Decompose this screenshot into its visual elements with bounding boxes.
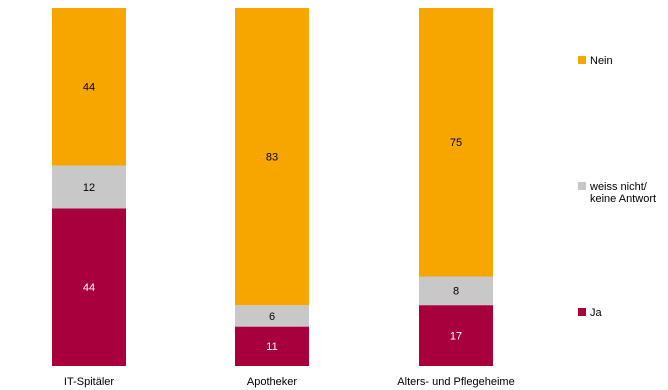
bar-alters-und-pflegeheime-series-1: [419, 276, 493, 306]
bar-it-spitäler-series-1: [52, 165, 126, 209]
legend-swatch-2: [578, 56, 586, 64]
data-label: 17: [450, 330, 462, 342]
bar-it-spitäler-series-0: [52, 208, 126, 366]
bar-it-spitäler-series-2: [52, 8, 126, 166]
category-labels: IT-Spitäler Apotheker Alters- und Pflegehe…: [64, 376, 515, 388]
bar-apotheker-series-1: [235, 305, 309, 327]
data-label: 11: [266, 341, 277, 353]
category-label-alters-und-pflegeheime: Alters- und Pflegeheime: [397, 376, 514, 388]
bar-alters-und-pflegeheime-series-0: [419, 305, 493, 366]
data-label: 83: [266, 151, 278, 163]
data-label: 8: [453, 286, 459, 298]
data-label: 75: [450, 137, 462, 149]
category-label-it-spitäler: IT-Spitäler: [64, 376, 114, 388]
data-label: 44: [83, 82, 95, 94]
category-label-apotheker: Apotheker: [247, 376, 297, 388]
legend-label-2: Nein: [590, 55, 613, 67]
bar-apotheker-series-2: [235, 8, 309, 306]
bar-alters-und-pflegeheime-series-2: [419, 8, 493, 277]
legend-label-1: weiss nicht/keine Antwort: [589, 181, 656, 205]
bars-group: 44 12 44 11 6 83 17 8 75: [52, 8, 493, 366]
legend-swatch-1: [578, 182, 586, 190]
legend-label-0: Ja: [590, 307, 603, 319]
legend: Ja weiss nicht/keine Antwort Nein: [578, 55, 656, 319]
data-label: 12: [83, 182, 95, 194]
legend-swatch-0: [578, 308, 586, 316]
bar-apotheker-series-0: [235, 326, 309, 366]
data-label: 6: [269, 311, 275, 323]
data-label: 44: [83, 282, 95, 294]
